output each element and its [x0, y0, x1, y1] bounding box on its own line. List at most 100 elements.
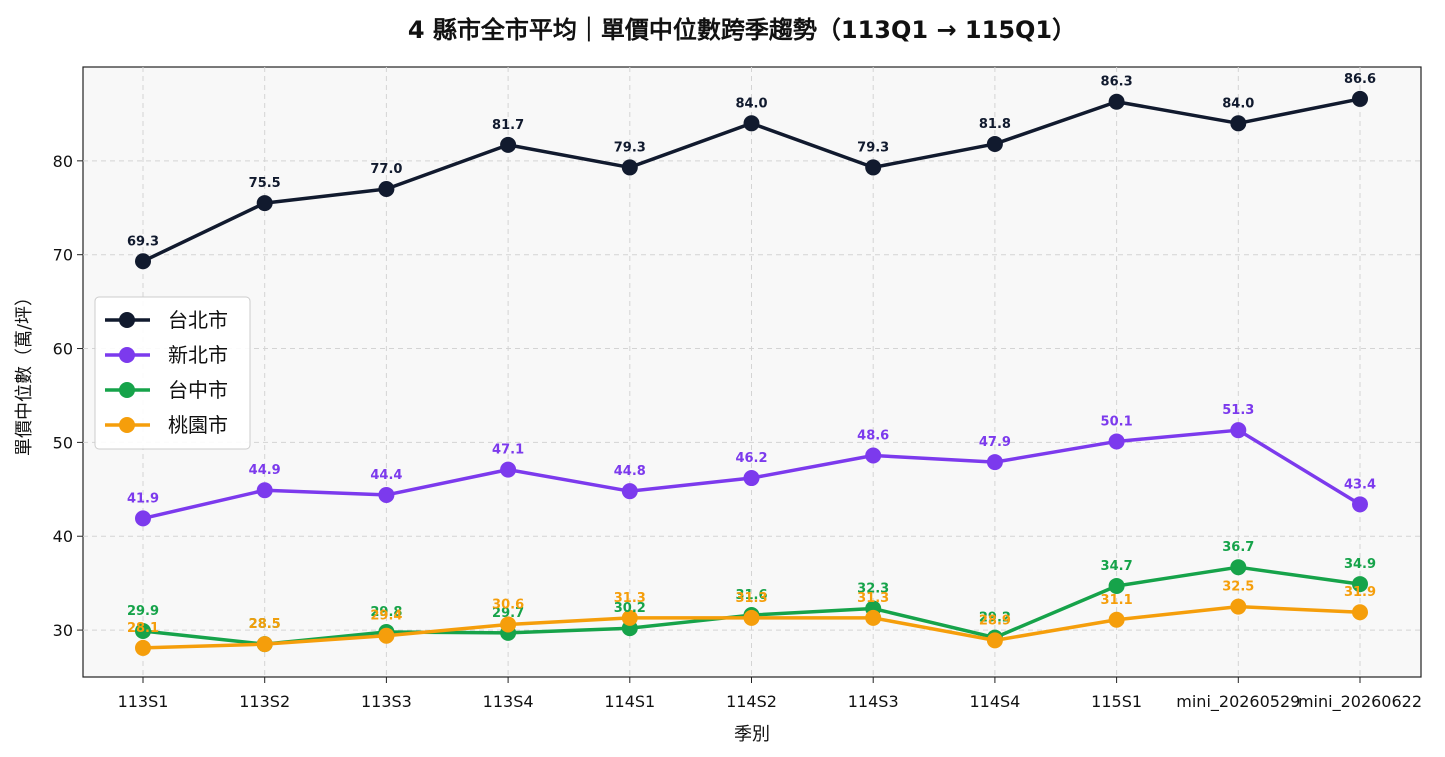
data-label: 81.8	[979, 117, 1011, 132]
data-point	[621, 483, 638, 500]
data-point	[743, 609, 760, 626]
data-label: 31.9	[1344, 585, 1376, 600]
data-point	[743, 115, 760, 132]
data-label: 30.6	[492, 597, 524, 612]
data-point	[1352, 90, 1368, 107]
y-tick-label: 80	[53, 152, 73, 171]
data-point	[865, 159, 882, 176]
legend-marker	[119, 347, 135, 363]
data-label: 50.1	[1101, 414, 1133, 429]
chart-title: 4 縣市全市平均｜單價中位數跨季趨勢（113Q1 → 115Q1）	[408, 16, 1076, 44]
data-label: 86.6	[1344, 72, 1376, 87]
x-axis-label: 季別	[734, 724, 770, 745]
data-label: 84.0	[1222, 96, 1254, 111]
data-label: 31.6	[735, 588, 767, 603]
data-label: 29.4	[370, 609, 402, 624]
data-point	[1230, 422, 1247, 439]
x-tick-label: 115S1	[1091, 692, 1142, 711]
y-axis-label: 單價中位數（萬/坪）	[14, 288, 35, 456]
data-point	[500, 616, 517, 633]
data-point	[500, 136, 517, 153]
data-label: 32.3	[857, 581, 889, 596]
data-label: 46.2	[735, 451, 767, 466]
data-point	[621, 159, 638, 176]
data-point	[1352, 576, 1368, 593]
data-label: 32.5	[1222, 580, 1254, 595]
data-point	[378, 181, 395, 197]
data-label: 36.7	[1222, 540, 1254, 555]
x-tick-label: 114S2	[726, 692, 777, 711]
data-label: 47.9	[979, 435, 1011, 450]
grid-lines	[83, 67, 1421, 677]
data-label: 31.1	[1101, 593, 1133, 608]
x-tick-label: 113S2	[239, 692, 290, 711]
data-point	[256, 636, 273, 653]
data-point	[135, 639, 151, 656]
x-tick-label: 114S1	[604, 692, 655, 711]
data-label: 28.9	[979, 613, 1011, 628]
legend-marker	[119, 417, 135, 433]
legend-label: 桃園市	[168, 413, 228, 437]
data-point	[256, 195, 273, 212]
x-tick-label: 113S3	[361, 692, 412, 711]
data-label: 29.9	[127, 604, 159, 619]
data-labels: 69.3 75.5 77.0 81.7 79.3 84.0 79.3 81.8 86.3 84.0…	[127, 72, 1376, 636]
data-label: 79.3	[614, 140, 646, 155]
x-tick-label: 113S4	[483, 692, 534, 711]
data-label: 48.6	[857, 429, 889, 444]
x-axis-ticks: 113S1 113S2 113S3 113S4 114S1 114S2 114S3 114S4…	[118, 677, 1422, 712]
data-label: 31.3	[857, 591, 889, 606]
y-tick-label: 60	[53, 340, 73, 359]
data-point	[1230, 598, 1247, 615]
data-point	[986, 135, 1003, 152]
data-label: 51.3	[1222, 403, 1254, 418]
x-tick-label: 114S4	[969, 692, 1020, 711]
data-label: 86.3	[1101, 75, 1133, 90]
data-label: 44.4	[370, 468, 402, 483]
data-label: 34.7	[1101, 559, 1133, 574]
y-tick-label: 50	[53, 433, 73, 452]
data-label: 84.0	[735, 96, 767, 111]
data-point	[621, 609, 638, 626]
x-tick-label: mini_20260529	[1176, 692, 1300, 712]
data-label: 28.5	[249, 617, 281, 632]
data-point	[1108, 611, 1125, 628]
data-point	[135, 510, 151, 527]
data-label: 77.0	[370, 162, 402, 177]
data-label: 41.9	[127, 491, 159, 506]
legend-label: 台中市	[168, 378, 228, 402]
data-label: 29.8	[370, 605, 402, 620]
data-point	[865, 609, 882, 626]
data-label: 44.9	[249, 463, 281, 478]
y-tick-label: 40	[53, 527, 73, 546]
data-point	[743, 470, 760, 487]
y-axis-ticks: 30 40 50 60 70 80	[53, 152, 83, 640]
data-label: 28.1	[127, 621, 159, 636]
data-label: 31.3	[614, 591, 646, 606]
data-label: 43.4	[1344, 477, 1376, 492]
x-tick-label: mini_20260622	[1298, 692, 1422, 712]
legend-box	[94, 296, 251, 450]
legend-marker	[119, 312, 135, 328]
y-tick-label: 70	[53, 246, 73, 265]
data-point	[986, 632, 1003, 649]
data-label: 29.7	[492, 606, 524, 621]
data-point	[1108, 93, 1125, 110]
x-tick-label: 113S1	[118, 692, 169, 711]
data-point	[1352, 604, 1368, 621]
data-label: 75.5	[249, 176, 281, 191]
legend-label: 新北市	[168, 343, 228, 367]
data-point	[378, 627, 395, 644]
data-point	[1108, 577, 1125, 594]
series-lines	[135, 90, 1368, 656]
legend-marker	[119, 382, 135, 398]
data-label: 34.9	[1344, 557, 1376, 572]
data-label: 81.7	[492, 118, 524, 133]
data-label: 29.2	[979, 611, 1011, 626]
data-label: 28.5	[249, 617, 281, 632]
data-label: 47.1	[492, 443, 524, 458]
data-label: 31.3	[735, 591, 767, 606]
